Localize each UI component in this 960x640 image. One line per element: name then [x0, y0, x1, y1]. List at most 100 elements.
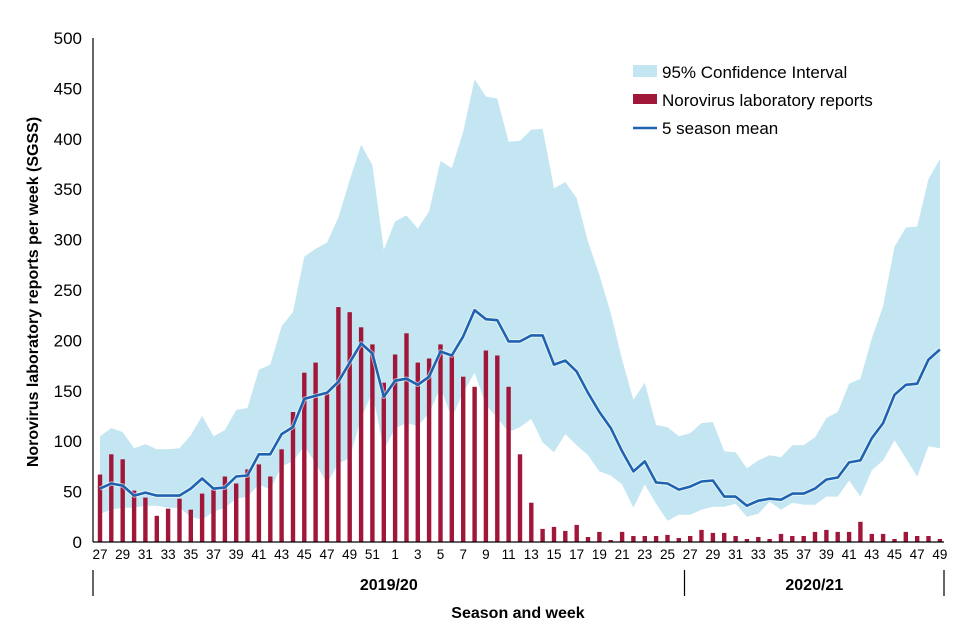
bar-week-16-41 — [563, 530, 568, 542]
bar-week-46-19 — [313, 362, 318, 542]
bar-week-32-5 — [154, 515, 159, 542]
bar-week-39-12 — [234, 483, 239, 542]
bar-week-49-22 — [347, 312, 352, 542]
bar-week-44-17 — [290, 412, 296, 542]
x-tick-label-37-10: 37 — [206, 547, 221, 562]
bar-week-30-3 — [131, 490, 137, 542]
bar-week-40-65 — [835, 531, 840, 542]
bar-week-35-8 — [188, 509, 193, 542]
bar-week-38-11 — [222, 476, 228, 542]
x-tick-label-39-64: 39 — [819, 547, 834, 562]
bars-layer — [97, 307, 943, 542]
x-tick-label-31-56: 31 — [728, 547, 743, 562]
x-tick-label-35-8: 35 — [183, 547, 198, 562]
season-label-0: 2019/20 — [360, 577, 418, 594]
x-tick-label-29-2: 29 — [115, 547, 130, 562]
x-tick-label-25-50: 25 — [660, 547, 675, 562]
bar-week-13-38 — [529, 502, 534, 542]
x-axis-title: Season and week — [451, 605, 584, 622]
bar-week-48-73 — [926, 536, 931, 542]
bar-week-45-70 — [892, 539, 897, 542]
mean-line-layer — [99, 307, 942, 508]
confidence-interval-layer — [100, 79, 940, 521]
bar-week-42-15 — [268, 476, 273, 542]
bar-week-14-39 — [540, 528, 545, 542]
legend: 95% Confidence Interval Norovirus labora… — [633, 63, 873, 138]
bar-week-34-7 — [177, 498, 182, 542]
bar-week-7-32 — [461, 376, 466, 542]
x-tick-label-43-68: 43 — [864, 547, 879, 562]
bar-week-27-0 — [97, 474, 103, 542]
bar-week-47-72 — [915, 536, 920, 542]
x-tick-label-31-4: 31 — [138, 547, 153, 562]
y-tick-label-450: 450 — [54, 79, 82, 98]
x-tick-label-5-30: 5 — [437, 547, 445, 562]
bar-week-51-24 — [370, 344, 375, 542]
x-tick-label-17-42: 17 — [569, 547, 584, 562]
bar-week-23-48 — [642, 536, 647, 542]
bar-week-37-10 — [211, 489, 216, 542]
bar-week-12-37 — [517, 454, 523, 542]
bar-week-31-4 — [143, 497, 148, 542]
bar-week-29-54 — [710, 532, 716, 542]
bar-week-1-26 — [392, 354, 398, 542]
bar-week-22-47 — [631, 536, 636, 542]
y-tick-label-50: 50 — [63, 483, 82, 502]
bar-week-43-68 — [869, 533, 874, 542]
bar-week-48-21 — [336, 307, 341, 542]
x-tick-label-37-62: 37 — [796, 547, 811, 562]
bar-week-49-74 — [937, 539, 943, 542]
legend-swatch-reports — [633, 94, 657, 104]
x-tick-label-47-72: 47 — [910, 547, 925, 562]
bar-week-50-23 — [358, 327, 364, 542]
season-label-1: 2020/21 — [785, 577, 843, 594]
bar-week-15-40 — [551, 526, 557, 542]
bar-week-27-52 — [688, 536, 693, 542]
confidence-interval-band — [100, 79, 940, 521]
x-tick-label-23-48: 23 — [637, 547, 652, 562]
x-tick-label-33-58: 33 — [751, 547, 766, 562]
bar-week-38-63 — [812, 531, 818, 542]
x-tick-label-27-0: 27 — [92, 547, 107, 562]
legend-label-reports: Norovirus laboratory reports — [662, 91, 873, 110]
legend-label-ci: 95% Confidence Interval — [662, 63, 847, 82]
bar-week-36-9 — [199, 493, 205, 542]
bar-week-6-31 — [449, 355, 454, 542]
bar-week-46-71 — [903, 531, 908, 542]
bar-week-43-16 — [279, 449, 284, 542]
x-tick-label-45-18: 45 — [297, 547, 312, 562]
x-tick-label-43-16: 43 — [274, 547, 289, 562]
bar-week-26-51 — [676, 538, 681, 542]
x-tick-label-41-66: 41 — [842, 547, 857, 562]
legend-swatch-ci — [633, 65, 657, 77]
x-tick-label-7-32: 7 — [459, 547, 467, 562]
bar-week-9-34 — [483, 350, 489, 542]
bar-week-41-66 — [846, 531, 852, 542]
x-tick-label-39-12: 39 — [229, 547, 244, 562]
bar-week-33-6 — [165, 508, 171, 542]
bar-week-39-64 — [824, 529, 829, 542]
bar-week-28-53 — [699, 529, 704, 542]
bar-week-33-58 — [756, 537, 761, 542]
x-tick-label-21-46: 21 — [615, 547, 630, 562]
bar-week-28-1 — [109, 454, 114, 542]
x-tick-label-19-44: 19 — [592, 547, 607, 562]
x-tick-label-49-74: 49 — [932, 547, 947, 562]
bar-week-44-69 — [880, 533, 886, 542]
bar-week-5-30 — [438, 344, 443, 542]
bar-week-4-29 — [426, 358, 432, 542]
bar-week-29-2 — [120, 459, 125, 542]
bar-week-10-35 — [495, 355, 500, 542]
bar-week-3-28 — [415, 362, 420, 542]
y-tick-label-300: 300 — [54, 231, 82, 250]
bar-week-31-56 — [733, 536, 738, 542]
x-tick-label-29-54: 29 — [705, 547, 720, 562]
y-tick-label-350: 350 — [54, 180, 82, 199]
bar-week-45-18 — [302, 372, 307, 542]
bar-week-24-49 — [653, 536, 659, 542]
x-tick-label-11-36: 11 — [502, 547, 516, 562]
bar-week-42-67 — [858, 521, 863, 542]
x-tick-label-51-24: 51 — [365, 547, 380, 562]
y-tick-label-500: 500 — [54, 29, 82, 48]
